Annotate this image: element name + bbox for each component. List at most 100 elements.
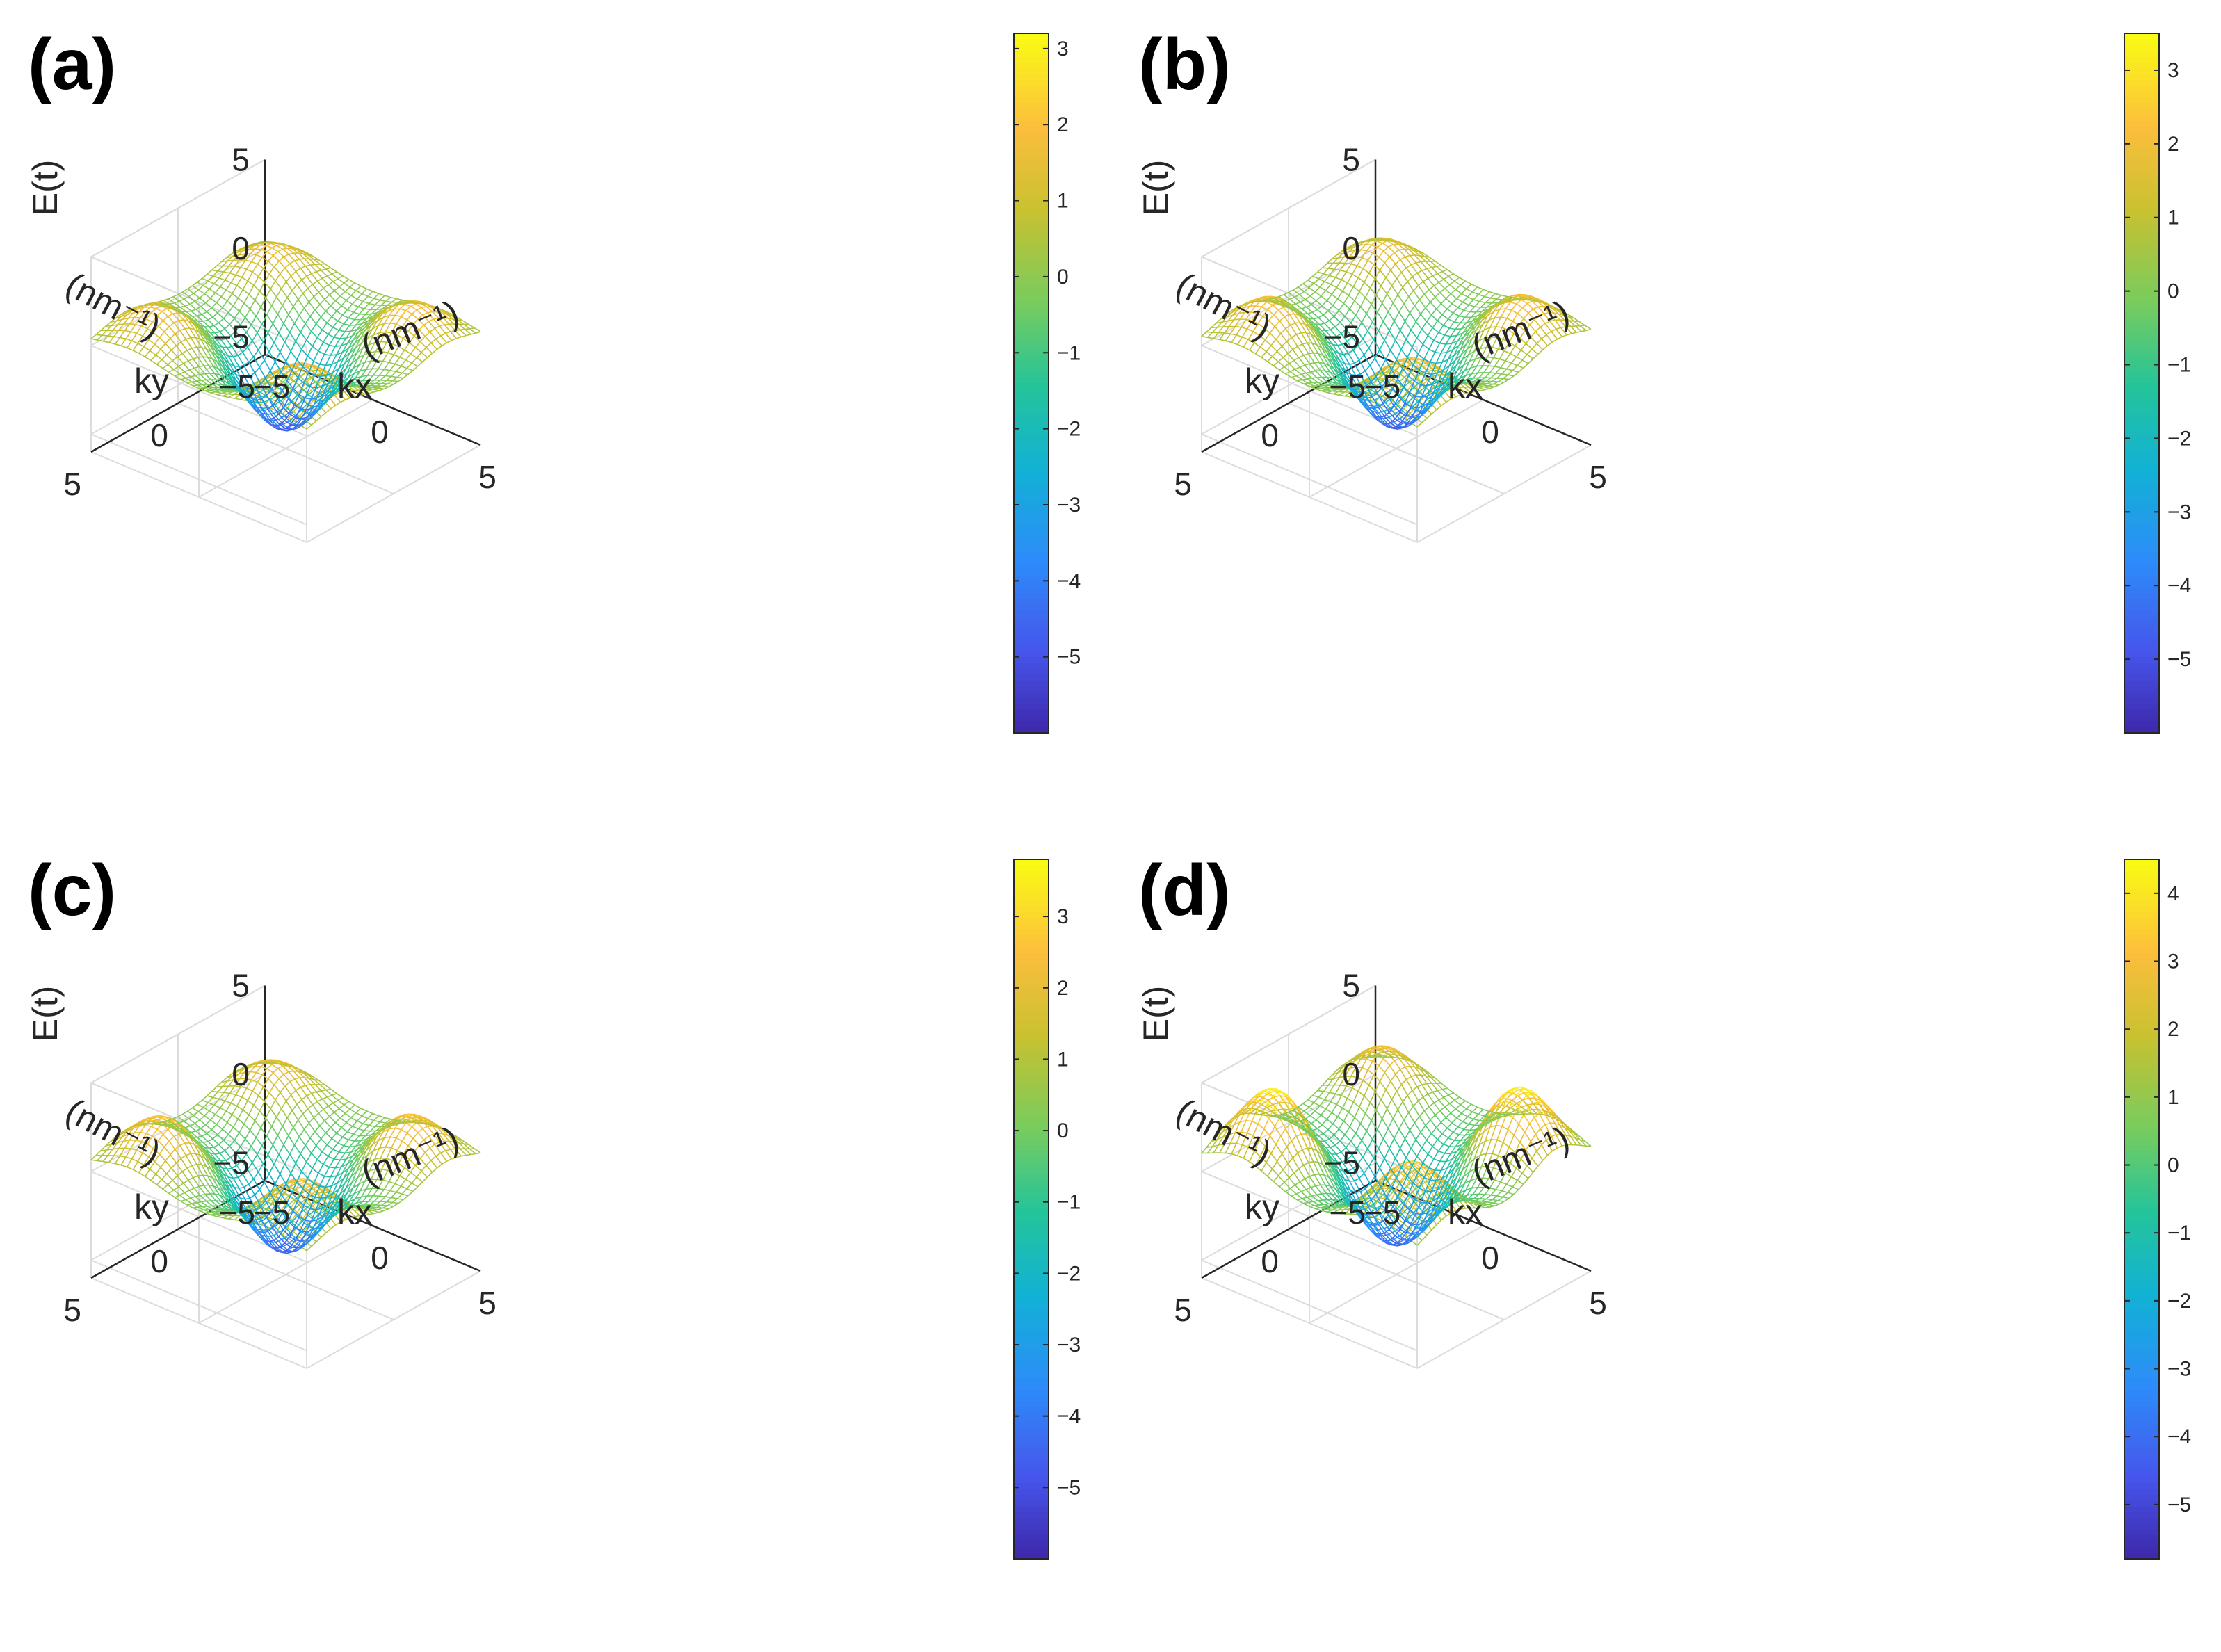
mesh-segment <box>1428 285 1435 291</box>
mesh-segment <box>136 332 143 337</box>
mesh-segment <box>1378 321 1384 332</box>
mesh-segment <box>232 343 237 348</box>
mesh-segment <box>417 318 425 326</box>
mesh-segment <box>356 375 362 382</box>
box-edge <box>90 159 266 258</box>
mesh-segment <box>1243 305 1250 309</box>
mesh-segment <box>1297 380 1304 384</box>
mesh-segment <box>1237 307 1244 311</box>
mesh-segment <box>451 338 457 341</box>
mesh-segment <box>108 336 115 343</box>
mesh-segment <box>1398 408 1405 416</box>
mesh-segment <box>270 296 277 307</box>
mesh-segment <box>258 268 264 277</box>
mesh-segment <box>259 388 267 393</box>
mesh-segment <box>1350 374 1357 387</box>
mesh-segment <box>170 307 177 311</box>
mesh-segment <box>1416 261 1421 264</box>
mesh-segment <box>219 374 226 382</box>
mesh-segment <box>1294 294 1300 298</box>
colorbar-swatch <box>1014 487 1049 495</box>
mesh-segment <box>371 385 378 388</box>
mesh-segment <box>149 343 156 351</box>
mesh-segment <box>1441 270 1449 277</box>
mesh-segment <box>1337 291 1343 300</box>
mesh-segment <box>1425 373 1432 375</box>
mesh-segment <box>1237 337 1243 345</box>
mesh-segment <box>466 334 471 337</box>
mesh-segment <box>237 355 245 366</box>
mesh-segment <box>325 268 332 275</box>
mesh-segment <box>321 270 328 277</box>
mesh-segment <box>1454 387 1460 389</box>
mesh-segment <box>242 346 248 353</box>
colorbar-swatch <box>1014 191 1049 197</box>
mesh-segment <box>295 270 302 280</box>
mesh-segment <box>195 309 202 315</box>
mesh-segment <box>1278 307 1284 311</box>
mesh-segment <box>1399 330 1407 340</box>
mesh-segment <box>291 284 298 291</box>
mesh-segment <box>406 314 413 321</box>
mesh-segment <box>282 248 288 250</box>
mesh-segment <box>1303 353 1309 356</box>
colorbar-swatch <box>1014 68 1049 75</box>
mesh-segment <box>218 271 225 279</box>
colorbar-swatch <box>1014 383 1049 390</box>
mesh-segment <box>371 321 378 330</box>
mesh-segment <box>437 311 442 314</box>
mesh-segment <box>1394 249 1400 254</box>
colorbar-swatch <box>1014 167 1049 175</box>
mesh-segment <box>289 376 295 382</box>
mesh-segment <box>341 337 347 346</box>
mesh-segment <box>163 331 171 339</box>
mesh-segment <box>1334 322 1341 327</box>
mesh-segment <box>1426 266 1432 270</box>
mesh-segment <box>222 346 227 348</box>
mesh-segment <box>147 328 154 334</box>
mesh-segment <box>1351 382 1359 394</box>
mesh-segment <box>373 390 380 393</box>
mesh-segment <box>249 300 256 309</box>
mesh-segment <box>100 325 106 331</box>
mesh-segment <box>1337 343 1343 346</box>
mesh-segment <box>387 343 394 353</box>
colorbar-swatch <box>1014 208 1049 215</box>
mesh-segment <box>1332 257 1339 264</box>
mesh-segment <box>357 298 364 302</box>
mesh-segment <box>353 364 360 369</box>
mesh-segment <box>194 300 202 307</box>
mesh-segment <box>1357 345 1365 355</box>
mesh-segment <box>335 402 341 406</box>
mesh-segment <box>282 398 289 408</box>
mesh-segment <box>1418 389 1426 397</box>
mesh-segment <box>347 309 354 314</box>
mesh-segment <box>1362 257 1368 261</box>
mesh-segment <box>204 293 211 299</box>
mesh-segment <box>1295 303 1302 309</box>
mesh-segment <box>115 343 122 347</box>
mesh-segment <box>343 317 349 325</box>
mesh-segment <box>399 308 407 311</box>
mesh-segment <box>355 342 362 349</box>
mesh-segment <box>1376 241 1383 244</box>
mesh-segment <box>1418 285 1425 295</box>
mesh-segment <box>207 357 214 367</box>
mesh-segment <box>371 360 378 369</box>
mesh-segment <box>346 362 353 373</box>
mesh-segment <box>364 303 370 309</box>
mesh-segment <box>231 346 239 356</box>
mesh-segment <box>296 399 303 407</box>
mesh-segment <box>328 327 334 335</box>
mesh-segment <box>1389 379 1396 383</box>
mesh-segment <box>1443 279 1451 285</box>
mesh-segment <box>120 337 127 340</box>
mesh-segment <box>1366 398 1374 409</box>
mesh-segment <box>399 349 405 358</box>
mesh-segment <box>1395 264 1403 273</box>
mesh-segment <box>1343 251 1350 258</box>
mesh-segment <box>1463 361 1470 366</box>
mesh-segment <box>376 351 382 362</box>
mesh-segment <box>245 387 253 400</box>
mesh-segment <box>254 291 261 301</box>
